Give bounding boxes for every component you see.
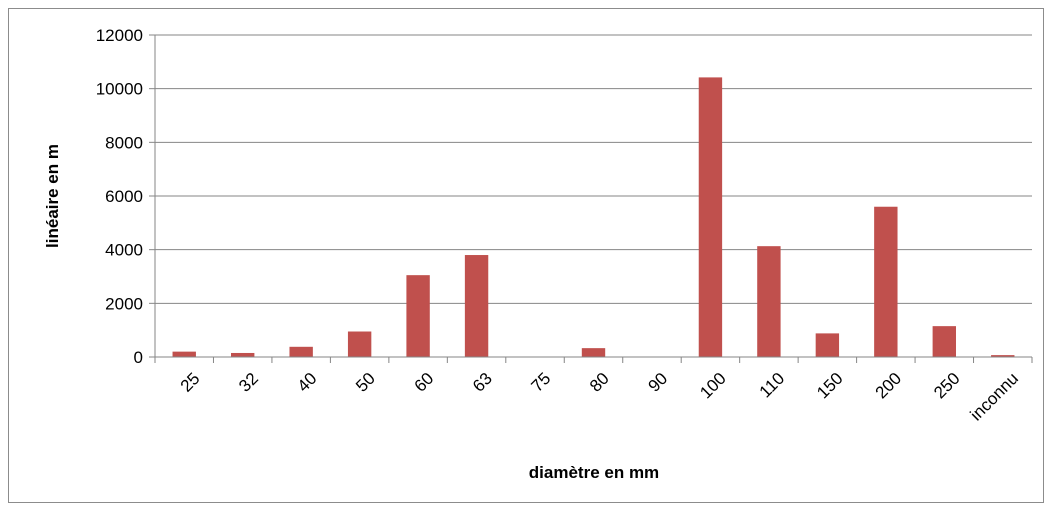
y-axis-title: linéaire en m xyxy=(43,144,62,248)
bar xyxy=(231,352,255,357)
bar xyxy=(757,246,781,357)
bar xyxy=(874,206,898,357)
bar xyxy=(991,355,1015,357)
bar xyxy=(347,331,372,357)
x-tick-label: inconnu xyxy=(967,369,1023,425)
y-tick-label: 8000 xyxy=(105,133,143,152)
bar xyxy=(932,326,956,357)
bar xyxy=(172,351,196,357)
x-tick-label: 40 xyxy=(294,369,321,396)
x-axis-title: diamètre en mm xyxy=(529,463,659,482)
y-tick-label: 4000 xyxy=(105,241,143,260)
bar xyxy=(289,346,313,357)
x-tick-label: 90 xyxy=(644,369,671,396)
x-tick-labels: 25 32 40 50 60 63 75 80 90 100 110 150 200 250 inconnu xyxy=(177,369,1022,425)
x-tick-label: 75 xyxy=(528,369,555,396)
y-tick-label: 10000 xyxy=(96,80,143,99)
x-tick-label: 80 xyxy=(586,369,613,396)
bar xyxy=(698,77,723,357)
chart-frame xyxy=(8,8,1044,503)
x-tick-label: 110 xyxy=(756,369,789,402)
x-tick-label: 200 xyxy=(872,369,905,402)
axes xyxy=(149,34,1033,363)
bar xyxy=(464,255,489,357)
x-tick-label: 250 xyxy=(930,369,963,402)
y-tick-label: 2000 xyxy=(105,294,143,313)
y-tick-labels: 0 2000 4000 6000 8000 10000 12000 xyxy=(96,26,143,367)
bar xyxy=(406,275,430,357)
x-tick-label: 25 xyxy=(177,369,204,396)
x-tick-label: 100 xyxy=(696,369,729,402)
y-tick-label: 0 xyxy=(134,348,143,367)
bars xyxy=(172,77,1015,357)
gridlines xyxy=(155,34,1032,304)
bar xyxy=(815,333,840,357)
x-tick-label: 32 xyxy=(235,369,262,396)
y-tick-label: 12000 xyxy=(96,26,143,45)
x-tick-label: 150 xyxy=(813,369,846,402)
x-tick-label: 63 xyxy=(469,369,496,396)
x-tick-label: 60 xyxy=(411,369,438,396)
x-tick-label: 50 xyxy=(352,369,379,396)
bar xyxy=(581,348,606,357)
y-tick-label: 6000 xyxy=(105,187,143,206)
